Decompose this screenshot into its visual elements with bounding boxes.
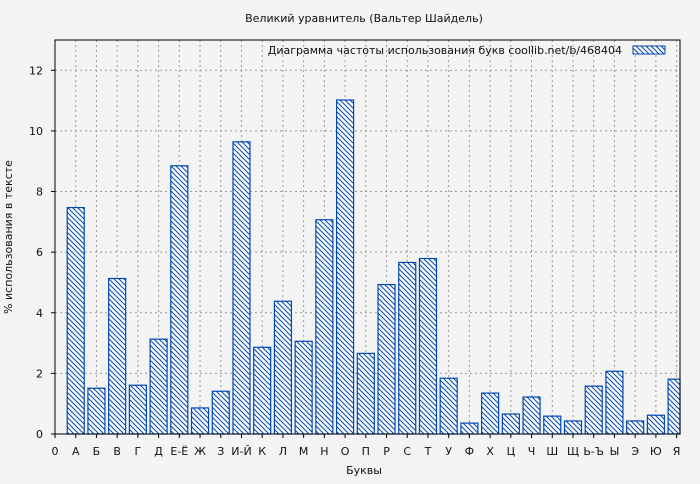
bar-Ф <box>460 422 479 435</box>
x-axis-label: Буквы <box>346 464 382 477</box>
bar-Р <box>377 283 396 435</box>
bar-Г <box>128 384 147 435</box>
x-tick-label: Х <box>486 445 494 458</box>
bar-О <box>335 99 355 435</box>
x-tick-label: Щ <box>567 445 579 458</box>
x-tick-label: Г <box>135 445 142 458</box>
bar-П <box>356 352 375 435</box>
x-tick-label: У <box>445 445 452 458</box>
bar-У <box>439 377 458 435</box>
bar-Х <box>481 392 500 435</box>
chart-title: Великий уравнитель (Вальтер Шайдель) <box>245 12 483 25</box>
y-tick-label: 6 <box>36 246 43 259</box>
bar-М <box>294 340 313 435</box>
bar-Ш <box>543 415 562 435</box>
bar-Ц <box>501 413 520 435</box>
x-tick-label: Ц <box>507 445 516 458</box>
x-tick-label: К <box>258 445 266 458</box>
x-tick-label: Ч <box>528 445 536 458</box>
y-tick-label: 4 <box>36 307 43 320</box>
x-tick-label: Б <box>93 445 101 458</box>
bar-А <box>66 207 85 435</box>
legend-swatch <box>632 45 666 55</box>
legend: Диаграмма частоты использования букв coo… <box>268 44 666 57</box>
bar-Ч <box>522 396 541 435</box>
bar-В <box>108 277 127 435</box>
x-tick-label: Ю <box>650 445 662 458</box>
y-tick-label: 10 <box>29 125 43 138</box>
x-tick-label: П <box>362 445 370 458</box>
x-tick-label: Р <box>383 445 390 458</box>
x-tick-label: Д <box>154 445 163 458</box>
x-tick-label: Н <box>320 445 328 458</box>
bar-Щ <box>563 420 583 435</box>
bar-С <box>398 261 417 435</box>
bar-Д <box>149 338 168 435</box>
x-tick-label: И-Й <box>231 445 251 458</box>
bar-Я <box>667 378 681 435</box>
x-tick-label: С <box>403 445 411 458</box>
bar-З <box>211 390 230 435</box>
x-axis: 0 А Б В Г Д Е-Ё Ж З И-Й К Л М Н О П Р С Т У Ф Х Ц Ч Ш Щ Ь-Ъ Ы Э Ю Я <box>52 434 681 458</box>
x-tick-label: Ж <box>194 445 206 458</box>
legend-label: Диаграмма частоты использования букв coo… <box>268 44 622 57</box>
y-tick-label: 12 <box>29 64 43 77</box>
bar-Ы <box>605 370 624 435</box>
bar-Ю <box>646 414 665 435</box>
bar-К <box>253 346 272 435</box>
x-tick-label: В <box>113 445 121 458</box>
bars <box>66 99 681 435</box>
x-tick-label: Ы <box>610 445 620 458</box>
y-tick-label: 0 <box>36 428 43 441</box>
bar-Б <box>87 387 106 435</box>
bar-Л <box>273 300 293 435</box>
x-tick-label-origin: 0 <box>52 445 59 458</box>
bar-Н <box>315 219 334 435</box>
plot-frame <box>54 39 681 435</box>
y-tick-label: 8 <box>36 186 43 199</box>
x-tick-label: Л <box>279 445 287 458</box>
x-tick-label: З <box>217 445 224 458</box>
x-tick-label: А <box>72 445 80 458</box>
x-tick-label: Э <box>631 445 639 458</box>
x-tick-label: Ф <box>465 445 474 458</box>
bar-Ь-Ъ <box>584 385 603 435</box>
bar-Э <box>626 420 645 435</box>
x-tick-label: М <box>299 445 309 458</box>
bar-И-Й <box>232 141 251 435</box>
x-tick-label: О <box>341 445 350 458</box>
x-tick-label: Я <box>673 445 681 458</box>
bar-Т <box>418 257 438 435</box>
y-tick-label: 2 <box>36 367 43 380</box>
y-axis-label: % использования в тексте <box>2 160 15 314</box>
y-axis: 0 2 4 6 8 10 12 <box>29 64 55 441</box>
x-tick-label: Е-Ё <box>170 445 188 458</box>
bar-Е-Ё <box>170 165 189 435</box>
x-tick-label: Ш <box>546 445 558 458</box>
x-tick-label: Т <box>424 445 432 458</box>
bar-Ж <box>190 407 210 435</box>
x-tick-label: Ь-Ъ <box>583 445 604 458</box>
